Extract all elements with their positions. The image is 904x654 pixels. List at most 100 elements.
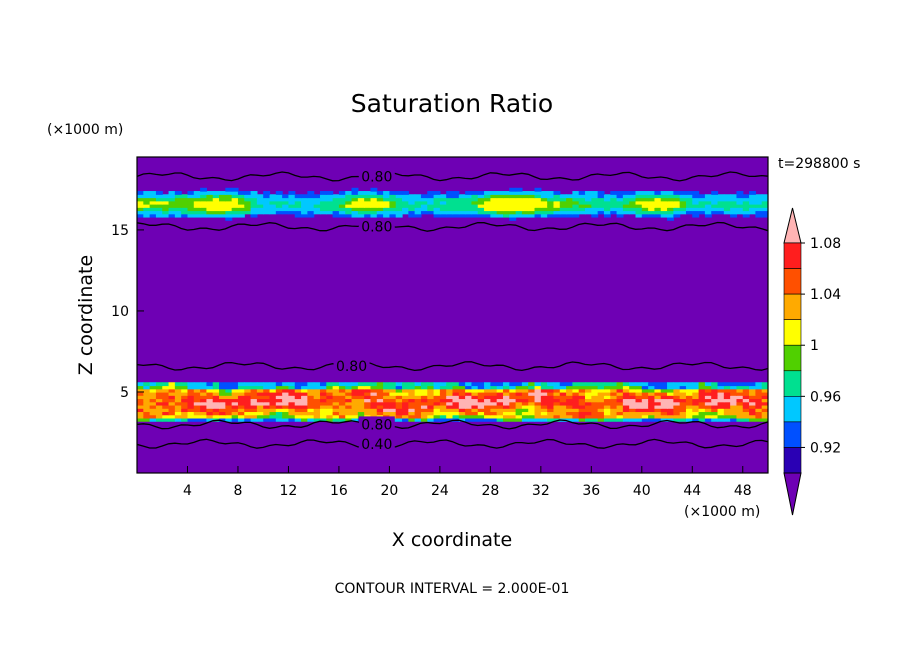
contour-fill-cell [326, 391, 334, 396]
contour-fill-cell [168, 200, 176, 205]
contour-fill-cell [673, 191, 681, 195]
contour-fill-cell [528, 411, 536, 416]
contour-fill-cell [137, 194, 144, 199]
contour-fill-cell [730, 404, 738, 409]
contour-fill-cell [641, 404, 649, 409]
contour-fill-cell [294, 194, 302, 199]
contour-fill-cell [364, 411, 372, 416]
contour-fill-cell [742, 414, 750, 419]
contour-fill-cell [685, 414, 693, 419]
contour-fill-cell [402, 191, 409, 195]
contour-fill-cell [294, 382, 302, 387]
contour-fill-cell [319, 385, 327, 390]
contour-fill-cell [736, 417, 744, 422]
contour-fill-cell [603, 207, 611, 212]
contour-fill-cell [736, 395, 744, 400]
contour-fill-cell [484, 207, 491, 212]
contour-fill-cell [383, 191, 390, 195]
contour-fill-cell [383, 391, 390, 396]
contour-fill-cell [679, 210, 687, 215]
contour-fill-cell [155, 210, 163, 215]
contour-fill-cell [521, 398, 529, 403]
contour-fill-cell [736, 200, 744, 205]
colorbar-max-arrow [783, 207, 802, 244]
contour-fill-cell [540, 388, 548, 393]
contour-fill-cell [338, 391, 346, 396]
contour-fill-cell [332, 414, 340, 419]
contour-fill-cell [288, 411, 296, 416]
contour-fill-cell [471, 391, 479, 396]
contour-fill-cell [149, 414, 157, 419]
contour-fill-cell [641, 398, 649, 403]
contour-fill-cell [275, 191, 283, 195]
contour-fill-cell [155, 388, 163, 393]
contour-fill-cell [603, 194, 611, 199]
contour-fill-cell [578, 395, 586, 400]
contour-fill-cell [206, 411, 214, 416]
contour-fill-cell [471, 398, 479, 403]
contour-fill-cell [761, 210, 768, 215]
contour-fill-cell [288, 417, 296, 422]
contour-fill-cell [553, 194, 561, 199]
contour-fill-cell [654, 213, 662, 218]
contour-fill-cell [319, 391, 327, 396]
contour-fill-cell [502, 401, 510, 406]
contour-fill-cell [225, 213, 233, 218]
contour-fill-cell [597, 391, 605, 396]
contour-fill-cell [490, 194, 498, 199]
contour-fill-cell [237, 207, 245, 212]
contour-fill-cell [402, 401, 409, 406]
contour-fill-cell [433, 388, 441, 393]
contour-fill-cell [641, 197, 649, 202]
contour-fill-cell [364, 210, 372, 215]
y-tick-label: 5 [120, 385, 129, 401]
contour-fill-cell [414, 200, 422, 205]
colorbar-segment [783, 344, 802, 372]
contour-fill-cell [149, 401, 157, 406]
contour-fill-cell [225, 194, 233, 199]
contour-fill-cell [319, 207, 327, 212]
contour-fill-cell [219, 408, 226, 413]
contour-fill-cell [294, 388, 302, 393]
contour-fill-cell [307, 401, 315, 406]
contour-fill-cell [484, 200, 491, 205]
contour-fill-cell [206, 414, 214, 419]
contour-fill-cell [515, 401, 523, 406]
contour-fill-cell [597, 194, 605, 199]
contour-fill-cell [357, 207, 365, 212]
contour-fill-cell [427, 200, 435, 205]
contour-fill-cell [679, 197, 687, 202]
contour-fill-cell [237, 203, 245, 208]
contour-fill-cell [332, 395, 340, 400]
contour-fill-cell [509, 187, 517, 192]
contour-fill-cell [219, 191, 226, 195]
contour-fill-cell [200, 200, 208, 205]
contour-fill-cell [484, 191, 491, 195]
contour-fill-cell [313, 398, 321, 403]
contour-fill-cell [597, 207, 605, 212]
contour-fill-cell [364, 191, 372, 195]
contour-fill-cell [187, 391, 195, 396]
contour-fill-cell [301, 414, 308, 419]
contour-fill-cell [244, 398, 252, 403]
contour-fill-cell [685, 388, 693, 393]
contour-fill-cell [200, 417, 208, 422]
contour-fill-cell [181, 391, 189, 396]
contour-interval-footer: CONTOUR INTERVAL = 2.000E-01 [335, 581, 570, 597]
contour-fill-cell [370, 398, 378, 403]
contour-fill-cell [553, 404, 561, 409]
contour-fill-cell [155, 207, 163, 212]
contour-fill-cell [294, 411, 302, 416]
contour-fill-cell [667, 385, 674, 390]
contour-fill-cell [263, 417, 271, 422]
contour-fill-cell [755, 197, 763, 202]
contour-fill-cell [237, 408, 245, 413]
contour-fill-cell [319, 191, 327, 195]
contour-fill-cell [433, 408, 441, 413]
contour-fill-cell [509, 194, 517, 199]
contour-fill-cell [294, 404, 302, 409]
contour-fill-cell [332, 197, 340, 202]
contour-fill-cell [256, 385, 264, 390]
contour-fill-cell [566, 411, 573, 416]
contour-fill-cell [433, 411, 441, 416]
